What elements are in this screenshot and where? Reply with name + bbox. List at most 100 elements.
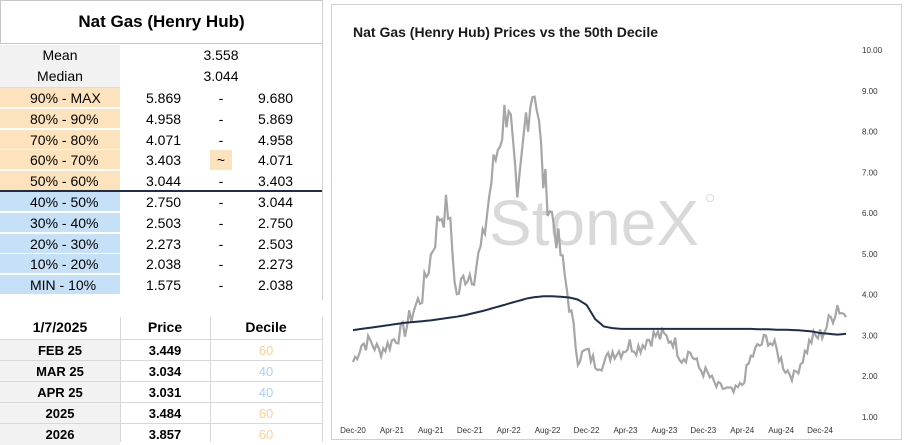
decile-high-value: 3.403 xyxy=(258,173,294,190)
decile-50-series-line xyxy=(352,295,847,336)
table-column-divider xyxy=(322,317,323,442)
contract-row: APR 25 3.031 40 xyxy=(0,381,323,403)
decile-row: 20% - 30% 2.273 - 2.503 xyxy=(0,233,322,255)
price-header: Price xyxy=(147,319,183,335)
x-tick-label: Apr-23 xyxy=(613,426,638,435)
contract-name: MAR 25 xyxy=(0,361,120,382)
decile-row: MIN - 10% 1.575 - 2.038 xyxy=(0,275,322,296)
y-tick-label: 1.00 xyxy=(862,413,878,422)
decile-range-label: 50% - 60% xyxy=(0,171,120,192)
decile-range-label: 10% - 20% xyxy=(0,254,120,275)
table-column-divider xyxy=(120,317,121,442)
decile-range-label: 40% - 50% xyxy=(0,192,120,212)
x-tick-label: Apr-21 xyxy=(380,426,405,435)
date-header: 1/7/2025 xyxy=(32,319,88,335)
table-column-divider xyxy=(210,317,211,442)
contract-decile: 60 xyxy=(258,427,274,442)
decile-separator: - xyxy=(218,214,224,231)
decile-range-label: 90% - MAX xyxy=(0,88,120,108)
panel-border xyxy=(322,0,323,300)
contract-decile: 40 xyxy=(258,385,274,400)
contract-price: 3.857 xyxy=(148,427,182,442)
contract-name: APR 25 xyxy=(0,382,120,403)
x-axis: Dec-20 Apr-21 Aug-21 Dec-21 Apr-22 Aug-22 Dec-… xyxy=(340,426,833,435)
decile-separator: - xyxy=(218,277,224,294)
contract-price: 3.031 xyxy=(148,385,182,400)
decile-row: 10% - 20% 2.038 - 2.273 xyxy=(0,254,322,275)
decile-range-label: MIN - 10% xyxy=(0,275,120,296)
price-chart: Nat Gas (Henry Hub) Prices vs the 50th D… xyxy=(340,24,883,435)
contract-decile: 60 xyxy=(258,343,274,358)
y-tick-label: 5.00 xyxy=(862,250,878,259)
decile-range-label: 20% - 30% xyxy=(0,233,120,254)
decile-row: 30% - 40% 2.503 - 2.750 xyxy=(0,212,322,234)
decile-separator: ~ xyxy=(210,150,232,171)
y-tick-label: 9.00 xyxy=(862,87,878,96)
decile-low-value: 5.869 xyxy=(146,90,182,106)
decile-row: 70% - 80% 4.071 - 4.958 xyxy=(0,129,322,151)
decile-separator: - xyxy=(218,131,224,148)
x-tick-label: Aug-21 xyxy=(418,426,444,435)
contract-name: 2026 xyxy=(0,424,120,445)
y-tick-label: 3.00 xyxy=(862,331,878,340)
contract-price: 3.034 xyxy=(148,364,182,379)
mean-label: Mean xyxy=(0,45,120,67)
decile-header: Decile xyxy=(245,319,287,335)
stonex-watermark: StoneX xyxy=(489,187,699,259)
x-tick-label: Dec-22 xyxy=(574,426,600,435)
median-value: 3.044 xyxy=(203,68,239,84)
decile-high-value: 4.958 xyxy=(258,131,294,148)
mean-row: Mean 3.558 xyxy=(0,45,322,67)
decile-low-value: 4.958 xyxy=(146,110,182,127)
decile-low-value: 2.038 xyxy=(146,256,182,273)
x-tick-label: Dec-23 xyxy=(690,426,716,435)
contract-decile: 60 xyxy=(258,406,274,421)
contract-row: MAR 25 3.034 40 xyxy=(0,360,323,382)
decile-low-value: 1.575 xyxy=(146,277,182,294)
decile-table-panel: Nat Gas (Henry Hub) Mean 3.558 Median 3.… xyxy=(0,0,323,445)
decile-high-value: 5.869 xyxy=(258,110,294,127)
decile-high-value: 3.044 xyxy=(258,194,294,210)
decile-row: 50% - 60% 3.044 - 3.403 xyxy=(0,171,322,192)
decile-low-value: 3.403 xyxy=(146,152,182,169)
median-divider-line xyxy=(0,190,323,192)
decile-row: 80% - 90% 4.958 - 5.869 xyxy=(0,108,322,130)
y-axis: 1.00 2.00 3.00 4.00 5.00 6.00 7.00 8.00 9.00 10.0… xyxy=(862,46,883,422)
x-tick-label: Aug-24 xyxy=(768,426,794,435)
mean-value: 3.558 xyxy=(203,47,239,63)
decile-high-value: 4.071 xyxy=(258,152,294,169)
x-tick-label: Dec-24 xyxy=(807,426,833,435)
decile-separator: - xyxy=(218,173,224,190)
x-tick-label: Dec-20 xyxy=(340,426,366,435)
table-title: Nat Gas (Henry Hub) xyxy=(0,0,323,44)
decile-high-value: 2.503 xyxy=(258,235,294,252)
x-tick-label: Dec-21 xyxy=(457,426,483,435)
decile-range-label: 30% - 40% xyxy=(0,212,120,233)
contract-row: FEB 25 3.449 60 xyxy=(0,339,323,361)
x-tick-label: Aug-22 xyxy=(535,426,561,435)
decile-separator: - xyxy=(218,235,224,252)
decile-low-value: 4.071 xyxy=(146,131,182,148)
decile-row: 60% - 70% 3.403 ~4.071 xyxy=(0,150,322,171)
decile-row: 40% - 50% 2.750 - 3.044 xyxy=(0,192,322,213)
y-tick-label: 10.00 xyxy=(862,46,883,55)
x-tick-label: Aug-23 xyxy=(651,426,677,435)
decile-range-label: 70% - 80% xyxy=(0,129,120,150)
contract-name: 2025 xyxy=(0,403,120,424)
decile-row: 90% - MAX 5.869 - 9.680 xyxy=(0,88,322,109)
chart-title: Nat Gas (Henry Hub) Prices vs the 50th D… xyxy=(353,24,658,40)
watermark-registered-mark xyxy=(706,194,714,202)
decile-separator: - xyxy=(218,256,224,273)
y-tick-label: 6.00 xyxy=(862,209,878,218)
decile-high-value: 2.038 xyxy=(258,277,294,294)
median-label: Median xyxy=(0,66,120,88)
decile-high-value: 9.680 xyxy=(258,90,294,106)
decile-low-value: 3.044 xyxy=(146,173,182,190)
y-tick-label: 4.00 xyxy=(862,291,878,300)
decile-separator: - xyxy=(218,90,224,106)
decile-range-label: 60% - 70% xyxy=(0,150,120,171)
y-tick-label: 8.00 xyxy=(862,128,878,137)
decile-separator: - xyxy=(218,194,224,210)
contract-name: FEB 25 xyxy=(0,340,120,361)
x-tick-label: Apr-24 xyxy=(730,426,755,435)
